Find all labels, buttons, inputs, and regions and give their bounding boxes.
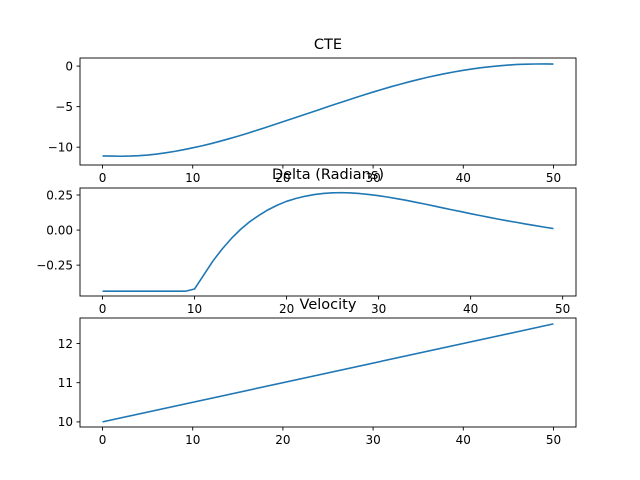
delta-x-tick-label: 10: [187, 302, 202, 316]
cte-series-line: [102, 63, 554, 158]
velocity-x-tick-label: 50: [546, 433, 561, 447]
delta-x-tick-label: 50: [555, 302, 570, 316]
cte-x-tick-label: 20: [275, 171, 290, 185]
velocity-series-line: [102, 323, 554, 423]
delta-axes-frame: [79, 187, 577, 297]
delta-subplot: 0 10 20 30 40 50 0.25 0.00 −0.25 Delta (Radians): [36, 167, 577, 316]
delta-x-tick-label: 0: [99, 302, 107, 316]
velocity-x-tick-label: 40: [456, 433, 471, 447]
cte-x-tick-label: 0: [99, 171, 107, 185]
velocity-x-tick-label: 10: [185, 433, 200, 447]
delta-y-tick-label: −0.25: [36, 258, 73, 272]
cte-subplot: 0 10 20 30 40 50 0 −5 −10 CTE: [48, 37, 577, 185]
cte-y-tick-label: −10: [48, 140, 73, 154]
velocity-x-tick-label: 30: [365, 433, 380, 447]
delta-x-tick-label: 40: [463, 302, 478, 316]
cte-x-tick-label: 50: [546, 171, 561, 185]
cte-x-tick-label: 40: [456, 171, 471, 185]
delta-x-tick-label: 30: [371, 302, 386, 316]
cte-y-tick-label: 0: [65, 59, 73, 73]
velocity-y-tick-label: 11: [58, 376, 73, 390]
cte-x-tick-label: 10: [185, 171, 200, 185]
cte-title: CTE: [314, 37, 342, 53]
cte-y-tick-label: −5: [55, 100, 73, 114]
delta-y-tick-label: 0.00: [46, 223, 73, 237]
velocity-y-tick-label: 12: [58, 337, 73, 351]
velocity-x-tick-label: 20: [275, 433, 290, 447]
delta-series-line: [102, 191, 554, 293]
cte-axes-frame: [79, 57, 577, 166]
velocity-y-tick-label: 10: [58, 415, 73, 429]
velocity-axes-frame: [79, 317, 577, 428]
delta-title: Delta (Radians): [272, 167, 384, 183]
velocity-x-tick-label: 0: [99, 433, 107, 447]
delta-y-tick-label: 0.25: [46, 188, 73, 202]
velocity-title: Velocity: [300, 297, 357, 313]
delta-x-tick-label: 20: [279, 302, 294, 316]
cte-x-tick-label: 30: [365, 171, 380, 185]
subplot-panels: 0 10 20 30 40 50 0 −5 −10 CTE 0 10 20 30 40 50 0.25 0.00 −…: [36, 37, 577, 447]
velocity-subplot: 0 10 20 30 40 50 10 11 12 Velocity: [58, 297, 577, 447]
